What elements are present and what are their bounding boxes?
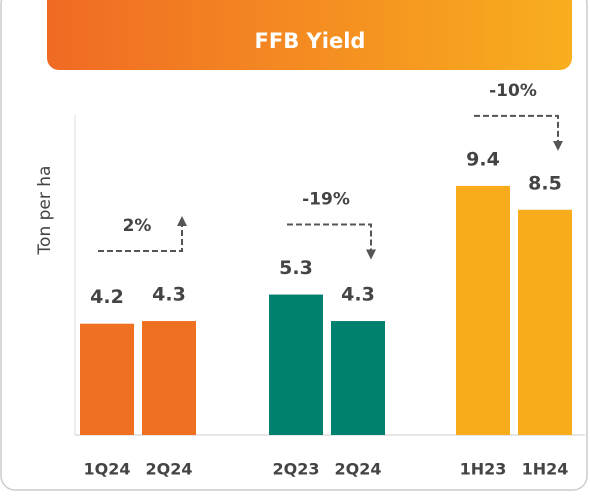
bar (456, 185, 510, 435)
x-tick-label: 1H24 (522, 460, 569, 479)
value-label: 5.3 (279, 257, 313, 279)
x-tick-label: 2Q23 (273, 460, 320, 479)
x-tick-label: 1Q24 (84, 460, 131, 479)
x-tick-label: 2Q24 (335, 460, 382, 479)
annotation: -10% (489, 81, 537, 101)
value-label: 4.2 (90, 286, 124, 308)
y-axis-label: Ton per ha (35, 166, 55, 256)
change-arrow (98, 216, 187, 253)
bar (269, 294, 323, 435)
x-tick-label: 1H23 (460, 460, 507, 479)
bar (80, 323, 134, 435)
bar (142, 321, 196, 435)
title-banner (47, 0, 572, 70)
value-label: 4.3 (152, 284, 186, 306)
value-label: 4.3 (341, 284, 375, 306)
change-arrow (287, 223, 376, 260)
x-tick-label: 2Q24 (146, 460, 193, 479)
annotation: 2% (123, 216, 152, 236)
value-label: 9.4 (466, 148, 500, 170)
bar (331, 321, 385, 435)
bar (518, 209, 572, 435)
change-arrow (474, 114, 563, 151)
value-label: 8.5 (528, 172, 562, 194)
chart-title: FFB Yield (255, 29, 366, 53)
annotation: -19% (302, 190, 350, 210)
